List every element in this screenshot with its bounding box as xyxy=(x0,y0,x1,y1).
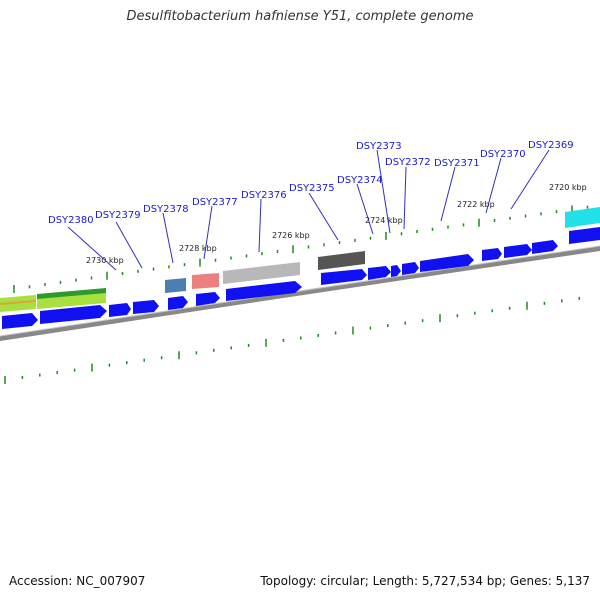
cds-arrow-13[interactable] xyxy=(482,248,502,261)
cds-arrow-5[interactable] xyxy=(168,296,188,310)
gene-label-DSY2377[interactable]: DSY2377 xyxy=(192,197,238,208)
gene-label-DSY2375[interactable]: DSY2375 xyxy=(289,183,335,194)
cds-arrow-12[interactable] xyxy=(420,254,474,272)
gene-label-DSY2376[interactable]: DSY2376 xyxy=(241,190,287,201)
cds-arrow-2[interactable] xyxy=(40,305,107,324)
feature-bar-darkgray[interactable] xyxy=(318,251,365,270)
feature-bar-orange-stripe xyxy=(0,300,36,305)
cds-arrow-3[interactable] xyxy=(109,303,131,317)
leader-DSY2369 xyxy=(510,149,550,210)
feature-track xyxy=(0,207,600,312)
scale-ticks-upper xyxy=(13,205,589,293)
genome-backbone-highlight xyxy=(0,245,600,337)
scale-label-2720: 2720 kbp xyxy=(549,183,587,192)
leader-DSY2370 xyxy=(485,157,502,214)
feature-bar-green-lower xyxy=(37,293,106,309)
scale-label-2724: 2724 kbp xyxy=(365,216,403,225)
feature-bar-cyan[interactable] xyxy=(565,207,600,228)
leader-DSY2371 xyxy=(440,166,456,222)
cds-arrow-14[interactable] xyxy=(504,244,532,258)
scale-label-2726: 2726 kbp xyxy=(272,231,310,240)
leader-DSY2379 xyxy=(115,221,143,269)
leader-DSY2375 xyxy=(308,192,339,241)
gene-label-DSY2379[interactable]: DSY2379 xyxy=(95,210,141,221)
leader-DSY2376 xyxy=(258,198,262,253)
feature-bar-steelblue[interactable] xyxy=(165,278,186,293)
leader-DSY2373 xyxy=(376,149,391,234)
cds-arrow-4[interactable] xyxy=(133,300,159,314)
scale-label-2722: 2722 kbp xyxy=(457,200,495,209)
accession-text: Accession: NC_007907 xyxy=(9,574,146,588)
leader-DSY2374 xyxy=(356,183,374,235)
gene-labels: DSY2380 DSY2379 DSY2378 DSY2377 DSY2376 … xyxy=(48,140,574,226)
gene-label-DSY2371[interactable]: DSY2371 xyxy=(434,158,480,169)
cds-arrow-9[interactable] xyxy=(368,266,391,280)
leader-DSY2378 xyxy=(162,212,174,264)
gene-label-DSY2372[interactable]: DSY2372 xyxy=(385,157,431,168)
gene-label-DSY2373[interactable]: DSY2373 xyxy=(356,141,402,152)
leader-DSY2377 xyxy=(203,205,213,260)
cds-arrow-7[interactable] xyxy=(226,281,302,301)
topology-text: Topology: circular; Length: 5,727,534 bp… xyxy=(260,574,590,588)
gene-label-DSY2374[interactable]: DSY2374 xyxy=(337,175,383,186)
feature-bar-lightgray[interactable] xyxy=(223,262,300,284)
scale-label-2728: 2728 kbp xyxy=(179,244,217,253)
cds-arrow-8[interactable] xyxy=(321,269,367,285)
genome-backbone xyxy=(0,246,600,341)
cds-arrow-6[interactable] xyxy=(196,292,220,306)
leader-DSY2372 xyxy=(403,166,407,230)
cds-arrow-11[interactable] xyxy=(402,262,419,275)
cds-track xyxy=(2,227,600,329)
cds-arrow-1[interactable] xyxy=(2,313,38,329)
cds-arrow-10[interactable] xyxy=(391,265,401,277)
feature-bar-salmon[interactable] xyxy=(192,273,219,289)
leader-DSY2380 xyxy=(67,226,117,271)
gene-leader-lines xyxy=(67,149,550,271)
gene-label-DSY2378[interactable]: DSY2378 xyxy=(143,204,189,215)
gene-label-DSY2380[interactable]: DSY2380 xyxy=(48,215,94,226)
genome-title: Desulfitobacterium hafniense Y51, comple… xyxy=(126,9,474,24)
cds-arrow-16[interactable] xyxy=(569,227,600,244)
gene-label-DSY2370[interactable]: DSY2370 xyxy=(480,149,526,160)
cds-arrow-15[interactable] xyxy=(532,240,558,254)
gene-label-DSY2369[interactable]: DSY2369 xyxy=(528,140,574,151)
scale-ticks-lower xyxy=(4,296,580,384)
